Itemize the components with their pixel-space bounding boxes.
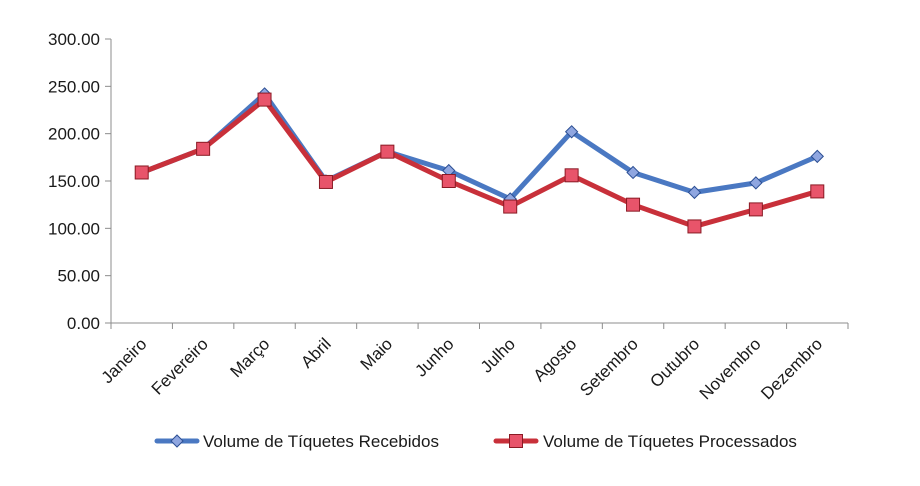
series-1-point — [564, 125, 579, 139]
legend: Volume de Tíquetes Recebidos Volume de Tí… — [154, 432, 797, 451]
y-tick-label: 50.00 — [57, 267, 100, 286]
x-tick-label: Novembro — [696, 334, 765, 403]
x-tick-label: Outubro — [646, 334, 703, 391]
series-2-point — [687, 219, 702, 234]
series-2-point — [441, 174, 456, 188]
x-tick-label: Abril — [297, 334, 334, 371]
series-2-point — [380, 144, 395, 159]
series-2-point — [810, 184, 825, 199]
series-2-point — [257, 92, 272, 107]
legend-item-2: Volume de Tíquetes Processados — [493, 432, 797, 451]
x-tick-label: Janeiro — [98, 334, 151, 387]
legend-item-1: Volume de Tíquetes Recebidos — [154, 432, 439, 451]
y-tick-label: 250.00 — [48, 77, 100, 96]
series-2-point — [626, 197, 641, 212]
series-2-point — [318, 174, 333, 189]
series-2-point — [748, 202, 763, 217]
series-2-point — [503, 199, 518, 214]
y-tick-label: 200.00 — [48, 125, 100, 144]
x-tick-label: Fevereiro — [148, 334, 212, 398]
series-layer — [134, 87, 825, 234]
y-axis: 0.00 50.00 100.00 150.00 200.00 250.00 300.00 — [48, 30, 112, 333]
y-tick-label: 100.00 — [48, 219, 100, 238]
x-tick-label: Março — [227, 334, 274, 381]
series-2-line — [139, 97, 820, 229]
y-tick-label: 300.00 — [48, 30, 100, 49]
series-2 — [134, 92, 825, 234]
x-tick-label: Julho — [477, 334, 519, 376]
series-1-line — [139, 91, 820, 202]
x-tick-label: Maio — [357, 334, 396, 373]
x-tick-label: Agosto — [530, 334, 581, 385]
series-2-point — [564, 168, 579, 183]
y-tick-label: 150.00 — [48, 172, 100, 191]
series-1-point — [687, 185, 702, 200]
series-1 — [135, 87, 824, 206]
series-1-point — [626, 165, 640, 180]
legend-label: Volume de Tíquetes Recebidos — [203, 432, 439, 451]
series-1-point — [810, 149, 824, 164]
x-tick-label: Setembro — [576, 334, 642, 400]
series-2-point — [196, 141, 211, 156]
series-2-point — [134, 165, 149, 180]
y-tick-label: 0.00 — [67, 314, 100, 333]
legend-marker — [170, 434, 184, 448]
x-tick-label: Junho — [411, 334, 457, 380]
series-1-point — [749, 176, 763, 190]
legend-marker — [509, 434, 523, 448]
legend-label: Volume de Tíquetes Processados — [543, 432, 797, 451]
x-tick-label: Dezembro — [757, 334, 826, 403]
